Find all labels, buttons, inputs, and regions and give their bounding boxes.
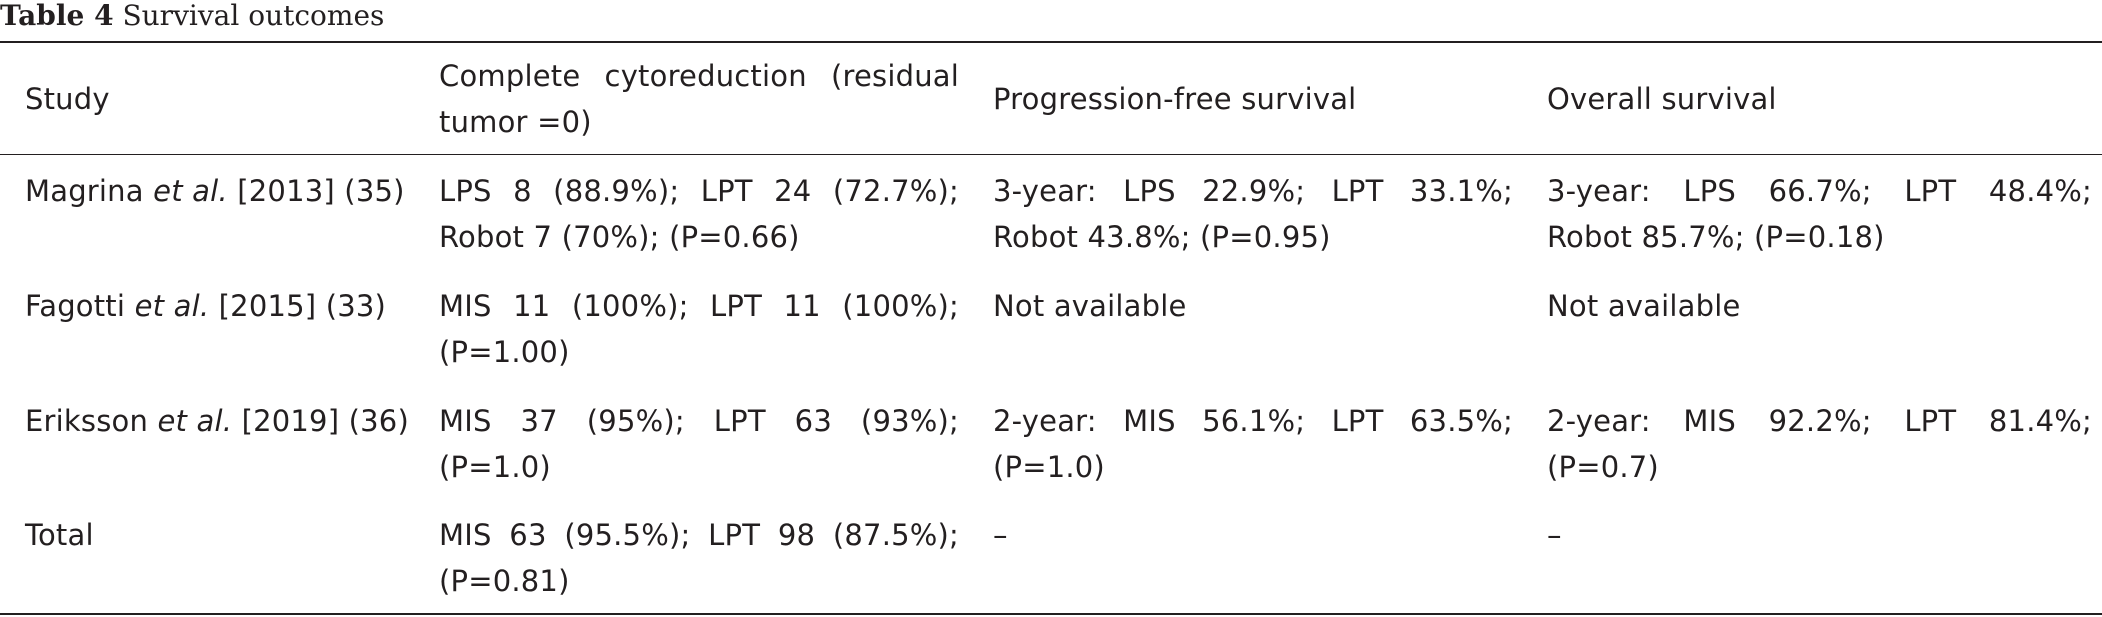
header-rule — [0, 154, 2102, 155]
row-2-overall-survival: Not available — [1547, 283, 2092, 329]
header-progression-free-survival: Progression-free survival — [993, 82, 1357, 116]
row-4-progression-free-survival: – — [993, 512, 1513, 558]
row-3-study-author: Eriksson — [25, 404, 158, 438]
header-complete-cytoreduction: Complete cytoreduction (residual tumor =… — [439, 53, 959, 145]
row-1-complete-cytoreduction-line-2: Robot 7 (70%); (P=0.66) — [439, 220, 800, 254]
row-3-progression-free-survival: 2-year: MIS 56.1%; LPT 63.5%; (P=1.0) — [993, 398, 1513, 490]
row-1-pfs-line-1: 3-year: LPS 22.9%; LPT 33.1%; — [993, 174, 1513, 208]
table-caption-label: Table 4 — [0, 0, 114, 32]
row-3-study-etal: et al. — [157, 404, 233, 438]
row-2-complete-cytoreduction-line-2: (P=1.00) — [439, 335, 570, 369]
header-study: Study — [25, 82, 110, 116]
row-4-study: Total — [25, 512, 425, 558]
row-3-complete-cytoreduction-line-1: MIS 37 (95%); LPT 63 (93%); — [439, 404, 959, 438]
row-2-study: Fagotti et al. [2015] (33) — [25, 283, 425, 329]
header-overall-survival: Overall survival — [1547, 82, 1777, 116]
table-top-rule — [0, 41, 2102, 43]
row-3-complete-cytoreduction-line-2: (P=1.0) — [439, 450, 551, 484]
row-3-os-line-1: 2-year: MIS 92.2%; LPT 81.4%; — [1547, 404, 2092, 438]
row-3-os-line-2: (P=0.7) — [1547, 450, 1659, 484]
row-2-progression-free-survival: Not available — [993, 283, 1513, 329]
row-4-complete-cytoreduction: MIS 63 (95.5%); LPT 98 (87.5%); (P=0.81) — [439, 512, 959, 604]
row-1-progression-free-survival: 3-year: LPS 22.9%; LPT 33.1%; Robot 43.8… — [993, 168, 1513, 260]
row-3-complete-cytoreduction: MIS 37 (95%); LPT 63 (93%); (P=1.0) — [439, 398, 959, 490]
table-caption-title: Survival outcomes — [122, 0, 385, 32]
row-1-overall-survival: 3-year: LPS 66.7%; LPT 48.4%; Robot 85.7… — [1547, 168, 2092, 260]
row-1-complete-cytoreduction-line-1: LPS 8 (88.9%); LPT 24 (72.7%); — [439, 174, 959, 208]
row-2-complete-cytoreduction: MIS 11 (100%); LPT 11 (100%); (P=1.00) — [439, 283, 959, 375]
row-4-study-author: Total — [25, 518, 94, 552]
row-1-study: Magrina et al. [2013] (35) — [25, 168, 425, 214]
row-2-pfs-line-1: Not available — [993, 289, 1187, 323]
row-2-os-line-1: Not available — [1547, 289, 1741, 323]
row-3-pfs-line-1: 2-year: MIS 56.1%; LPT 63.5%; — [993, 404, 1513, 438]
row-4-complete-cytoreduction-line-1: MIS 63 (95.5%); LPT 98 (87.5%); — [439, 518, 959, 552]
row-3-pfs-line-2: (P=1.0) — [993, 450, 1105, 484]
table-caption: Table 4 Survival outcomes — [0, 0, 384, 38]
row-1-study-etal: et al. — [153, 174, 228, 208]
row-1-os-line-2: Robot 85.7%; (P=0.18) — [1547, 220, 1885, 254]
row-1-os-line-1: 3-year: LPS 66.7%; LPT 48.4%; — [1547, 174, 2092, 208]
row-4-pfs-line-1: – — [993, 518, 1008, 552]
row-2-complete-cytoreduction-line-1: MIS 11 (100%); LPT 11 (100%); — [439, 289, 959, 323]
row-3-overall-survival: 2-year: MIS 92.2%; LPT 81.4%; (P=0.7) — [1547, 398, 2092, 490]
row-2-study-ref: [2015] (33) — [209, 289, 387, 323]
header-complete-cytoreduction-line-1: Complete cytoreduction (residual — [439, 59, 959, 93]
row-1-study-ref: [2013] (35) — [227, 174, 405, 208]
row-2-study-etal: et al. — [134, 289, 210, 323]
row-3-study: Eriksson et al. [2019] (36) — [25, 398, 425, 444]
row-4-overall-survival: – — [1547, 512, 2092, 558]
row-3-study-ref: [2019] (36) — [232, 404, 409, 438]
header-complete-cytoreduction-line-2: tumor =0) — [439, 105, 592, 139]
row-4-os-line-1: – — [1547, 518, 1562, 552]
table-bottom-rule — [0, 613, 2102, 615]
row-4-complete-cytoreduction-line-2: (P=0.81) — [439, 564, 570, 598]
row-1-complete-cytoreduction: LPS 8 (88.9%); LPT 24 (72.7%); Robot 7 (… — [439, 168, 959, 260]
row-1-study-author: Magrina — [25, 174, 154, 208]
row-2-study-author: Fagotti — [25, 289, 135, 323]
row-1-pfs-line-2: Robot 43.8%; (P=0.95) — [993, 220, 1331, 254]
